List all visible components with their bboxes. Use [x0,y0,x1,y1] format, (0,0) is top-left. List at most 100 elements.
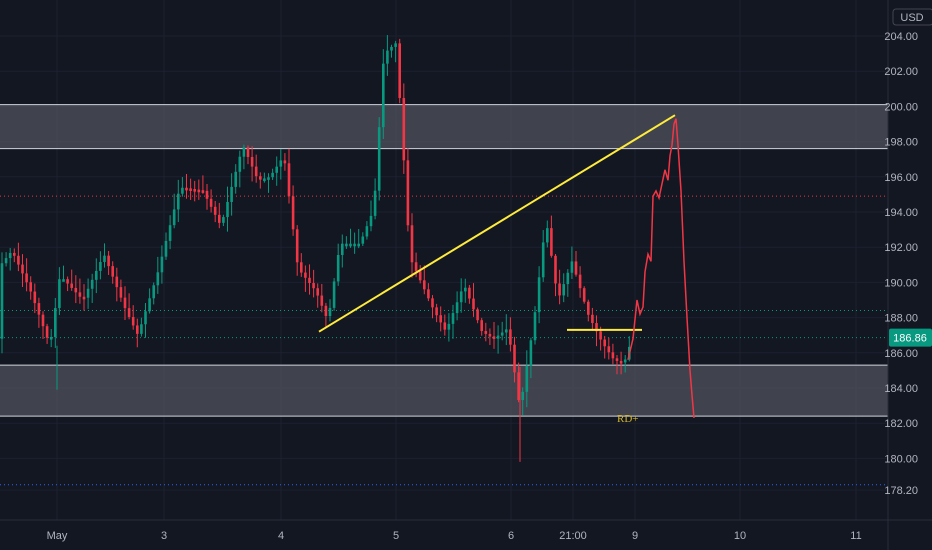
bearish-candle [550,215,553,258]
candle-body [554,255,557,284]
bearish-candle [517,362,520,403]
bearish-candle [316,283,319,308]
candle-body [119,287,123,298]
bearish-candle [509,317,512,352]
bullish-candle [373,178,377,220]
drawings[interactable]: RD+ [318,114,695,425]
candle-body [336,254,340,282]
candle-body [4,258,8,264]
bullish-candle [332,278,336,311]
candle-body [496,335,500,339]
bullish-candle [345,236,348,249]
bullish-candle [144,303,147,338]
bearish-candle [29,276,32,300]
candle-body [115,276,119,288]
bearish-candle [119,279,123,302]
candle-body [33,291,37,304]
price-tick-label: 182.00 [884,418,918,430]
price-tick-label: 196.00 [884,172,918,184]
time-tick-label: 10 [734,530,746,542]
candle-body [238,156,242,172]
candle-body [603,339,606,347]
bullish-candle [394,40,397,63]
candle-body [181,187,184,194]
candle-body [201,190,205,193]
candle-body [287,163,291,197]
bearish-candle [193,180,196,202]
time-tick-label: 11 [850,530,861,542]
candle-body [582,288,586,302]
bearish-candle [480,317,483,336]
rd-plus-label[interactable]: RD+ [617,413,638,425]
rising-trendline[interactable] [318,114,676,333]
candle-body [595,323,598,332]
bearish-candle [136,318,139,348]
bearish-candle [472,283,475,317]
bearish-candle [300,253,303,277]
bullish-candle [447,313,451,342]
price-tick-label: 184.00 [884,383,918,395]
candle-body [517,372,520,401]
bearish-candle [254,154,258,183]
time-axis[interactable]: May 3 4 5 6 21:00 9 10 11 [47,530,862,542]
price-tick-label: 188.00 [884,313,918,325]
candle-body [505,329,508,333]
bullish-candle [164,232,168,260]
candle-body [410,225,414,263]
candle-body [377,127,381,191]
forecast-path[interactable] [627,118,695,418]
bearish-candle [312,269,315,298]
current-price-badge[interactable] [889,328,932,347]
bullish-candle [464,278,467,303]
bullish-candle [242,144,246,170]
candle-body [574,261,578,275]
candle-body [357,243,360,247]
candle-body [172,209,176,226]
bullish-candle [263,172,266,183]
candle-body [324,305,328,317]
candle-body [54,308,57,337]
candle-body [25,273,28,283]
bearish-candle [107,251,110,275]
bearish-candle [615,354,619,375]
bullish-candle [566,269,570,297]
bearish-candle [209,189,213,213]
candle-body [279,160,283,167]
candle-body [156,272,160,286]
candle-body [111,266,114,277]
candle-body [476,309,479,321]
candle-body [123,297,127,309]
bullish-candle [377,117,381,201]
candle-body [439,315,442,323]
bullish-candle [353,232,356,254]
currency-badge-box [892,8,932,26]
candle-body [271,172,274,178]
bullish-candle [58,267,61,316]
candle-body [500,332,504,336]
price-axis[interactable]: 178.20 180.00 182.00 184.00 186.00 188.00 190.… [884,31,932,497]
bearish-candle [476,307,479,324]
bearish-candle [439,306,442,332]
bullish-candle [505,314,508,346]
candle-body [259,176,262,180]
candle-body [8,252,12,259]
bullish-candle [226,186,229,232]
bullish-candle [168,215,172,250]
candle-body [95,270,98,280]
candle-body [484,331,488,334]
candle-body [160,256,164,273]
currency-badge[interactable]: USD [892,8,932,26]
bearish-candle [189,178,192,200]
candle-body [144,311,147,325]
bullish-candle [156,256,160,294]
candle-body [37,303,41,315]
candle-body [316,288,319,296]
bullish-candle [570,246,574,280]
candle-body [382,63,385,128]
bullish-candle [496,325,500,354]
candle-body [295,229,299,263]
candle-body [464,287,467,292]
candle-body [328,307,332,317]
